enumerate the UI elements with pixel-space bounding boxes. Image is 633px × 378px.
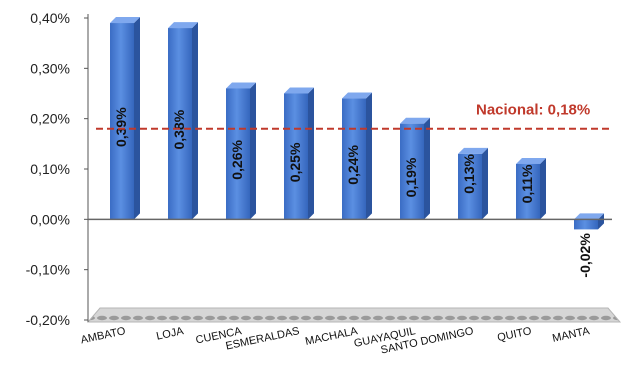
bar-side [250, 82, 256, 220]
bar-front [226, 88, 250, 220]
bar-front [516, 163, 540, 220]
value-label: 0,11% [519, 164, 535, 203]
bar-side [424, 117, 430, 220]
bar-front [284, 93, 308, 220]
bar-guayaquil: 0,19% [400, 117, 430, 220]
bar-machala: 0,24% [342, 92, 372, 220]
bar-side [482, 147, 488, 220]
value-label: 0,24% [345, 145, 361, 185]
bar-top [400, 117, 430, 124]
bar-loja: 0,38% [168, 22, 198, 220]
bar-santo-domingo: 0,13% [458, 147, 488, 220]
value-label: -0,02% [577, 233, 593, 278]
bars: 0,39% 0,38% 0,26% 0,25% 0,24% 0,19% 0,13% 0,11%… [110, 17, 604, 278]
value-label: 0,13% [461, 154, 477, 194]
bar-quito: 0,11% [516, 157, 546, 220]
bar-top [574, 213, 604, 220]
x-category-label: LOJA [155, 325, 185, 343]
x-category-label: MANTA [551, 325, 591, 345]
bar-ambato: 0,39% [110, 17, 140, 220]
x-category-label: QUITO [496, 325, 533, 344]
bar-front [458, 153, 482, 220]
bar-front [168, 28, 192, 220]
value-label: 0,39% [113, 107, 129, 147]
bar-front [110, 23, 134, 220]
bar-side [366, 92, 372, 220]
y-tick-label: -0,10% [26, 262, 70, 278]
bar-manta: -0,02% [574, 213, 604, 278]
bar-top [516, 157, 546, 164]
bar-side [192, 22, 198, 220]
x-category-label: MACHALA [304, 325, 359, 348]
bar-front [342, 98, 366, 220]
bar-top [168, 22, 198, 29]
bar-top [458, 147, 488, 154]
bar-top [342, 92, 372, 99]
bar-cuenca: 0,26% [226, 82, 256, 220]
bar-side [540, 157, 546, 220]
y-tick-label: 0,00% [30, 211, 70, 227]
y-tick-label: 0,20% [30, 111, 70, 127]
bar-side [598, 213, 604, 230]
bar-top [284, 87, 314, 94]
value-label: 0,25% [287, 142, 303, 182]
y-tick-label: 0,40% [30, 10, 70, 26]
bar-front [574, 219, 598, 230]
bar-side [308, 87, 314, 220]
y-tick-label: -0,20% [26, 312, 70, 328]
national-reference-label: Nacional: 0,18% [476, 102, 590, 119]
value-label: 0,19% [403, 157, 419, 197]
bar-top [110, 17, 140, 24]
bar-top [226, 82, 256, 89]
x-category-label: AMBATO [80, 325, 127, 346]
value-label: 0,26% [229, 140, 245, 180]
y-axis-ticks: -0,20% -0,10% 0,00% 0,10% 0,20% 0,30% 0,40% [26, 10, 88, 328]
bar-esmeraldas: 0,25% [284, 87, 314, 220]
y-tick-label: 0,10% [30, 161, 70, 177]
y-tick-label: 0,30% [30, 60, 70, 76]
bar-side [134, 17, 140, 220]
chart-floor [86, 307, 622, 323]
bar-front [400, 123, 424, 220]
